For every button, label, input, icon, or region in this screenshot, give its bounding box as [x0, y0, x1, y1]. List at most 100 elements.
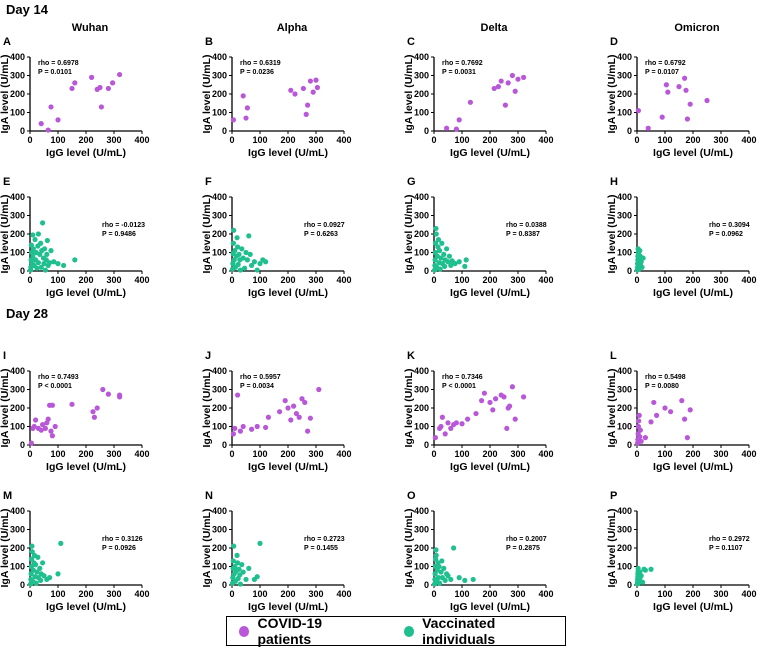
- data-point: [302, 399, 308, 406]
- y-tick-label: 200: [414, 89, 429, 99]
- data-point: [314, 84, 320, 91]
- y-tick-label: 400: [617, 52, 632, 62]
- data-point: [41, 573, 47, 579]
- rho-value-a: rho = 0.6978: [38, 60, 79, 67]
- column-title-wuhan: Wuhan: [72, 22, 109, 34]
- y-tick-label: 100: [414, 108, 429, 118]
- data-point: [437, 580, 443, 586]
- data-point: [305, 428, 311, 434]
- data-point: [467, 99, 473, 105]
- data-point: [640, 255, 646, 261]
- data-point: [462, 577, 468, 583]
- panel-g: G 0 100 200 300 400 0 100 200 300 400 IgG level (U/…: [403, 176, 554, 299]
- data-point: [49, 402, 56, 408]
- y-axis-title-i: IgA level (U/mL): [0, 369, 11, 448]
- y-tick-label: 200: [617, 229, 632, 239]
- y-tick-label: 300: [212, 71, 227, 81]
- y-tick-label: 100: [10, 562, 25, 572]
- data-point: [236, 566, 242, 572]
- x-tick-label: 300: [713, 275, 728, 285]
- data-point: [687, 101, 693, 107]
- scatter-panels: A 0 100 200 300 400 0 100 200 300 400 IgG level (U/…: [0, 36, 757, 613]
- data-point: [246, 233, 252, 239]
- p-value-l: P = 0.0080: [645, 383, 679, 390]
- x-tick-label: 0: [27, 449, 32, 459]
- y-tick-label: 0: [222, 266, 227, 276]
- rho-value-j: rho = 0.5957: [240, 374, 281, 381]
- y-tick-label: 0: [20, 580, 25, 590]
- day-28-label: Day 28: [6, 306, 48, 321]
- data-point: [244, 257, 250, 263]
- x-tick-label: 0: [431, 135, 436, 145]
- y-tick-label: 400: [10, 192, 25, 202]
- y-axis-title-k: IgA level (U/mL): [403, 369, 415, 448]
- x-axis-title-b: IgG level (U/mL): [248, 147, 328, 159]
- p-value-m: P = 0.0926: [102, 545, 136, 552]
- data-point: [654, 412, 660, 418]
- data-point: [69, 85, 75, 92]
- x-tick-label: 300: [510, 275, 525, 285]
- y-axis-title-c: IgA level (U/mL): [403, 55, 415, 134]
- x-tick-label: 200: [482, 135, 497, 145]
- data-point: [463, 257, 469, 263]
- x-tick-label: 0: [431, 589, 436, 599]
- y-tick-label: 200: [212, 543, 227, 553]
- x-tick-label: 100: [454, 589, 469, 599]
- x-tick-label: 100: [252, 275, 267, 285]
- data-point: [35, 554, 41, 560]
- data-point: [509, 72, 515, 79]
- x-axis-title-e: IgG level (U/mL): [46, 287, 126, 299]
- panel-e: E 0 100 200 300 400 0 100 200 300 400 IgG level (U/…: [0, 176, 150, 299]
- x-axis-title-l: IgG level (U/mL): [653, 461, 733, 473]
- data-point: [479, 398, 485, 404]
- data-point: [473, 410, 479, 417]
- x-tick-label: 0: [431, 275, 436, 285]
- data-point: [239, 562, 245, 568]
- y-tick-label: 200: [414, 543, 429, 553]
- data-point: [91, 414, 97, 420]
- data-point: [117, 392, 123, 398]
- y-axis-title-e: IgA level (U/mL): [0, 195, 11, 274]
- y-tick-label: 0: [424, 440, 429, 450]
- panel-label-e: E: [3, 176, 10, 188]
- panel-label-m: M: [3, 490, 12, 502]
- data-point: [72, 257, 78, 263]
- data-point: [35, 231, 42, 237]
- y-tick-label: 400: [10, 506, 25, 516]
- data-point: [234, 552, 240, 559]
- data-point: [435, 575, 442, 581]
- data-point: [687, 407, 693, 413]
- panel-label-c: C: [407, 36, 415, 48]
- y-tick-label: 400: [414, 366, 429, 376]
- y-tick-label: 300: [212, 525, 227, 535]
- panel-label-d: D: [610, 36, 618, 48]
- x-axis-title-h: IgG level (U/mL): [653, 287, 733, 299]
- p-value-i: P < 0.0001: [38, 383, 72, 390]
- data-point: [493, 396, 499, 402]
- panel-label-i: I: [3, 350, 6, 362]
- y-tick-label: 0: [20, 440, 25, 450]
- data-point: [438, 569, 444, 575]
- x-tick-label: 400: [336, 589, 351, 599]
- data-point: [37, 565, 43, 571]
- y-tick-label: 100: [617, 248, 632, 258]
- y-tick-label: 200: [414, 403, 429, 413]
- legend-dot-vaccinated: [403, 625, 415, 637]
- x-tick-label: 0: [27, 275, 32, 285]
- y-tick-label: 100: [212, 422, 227, 432]
- x-tick-label: 100: [454, 135, 469, 145]
- data-point: [495, 84, 501, 90]
- panel-label-h: H: [610, 176, 618, 188]
- x-tick-label: 400: [134, 449, 149, 459]
- y-tick-label: 100: [212, 248, 227, 258]
- x-axis-title-n: IgG level (U/mL): [248, 601, 328, 613]
- x-tick-label: 300: [713, 589, 728, 599]
- data-point: [638, 573, 644, 579]
- data-point: [638, 438, 644, 444]
- panel-d: D 0 100 200 300 400 0 100 200 300 400 IgG level (U/…: [606, 36, 757, 159]
- y-tick-label: 100: [414, 248, 429, 258]
- data-point: [444, 246, 450, 252]
- y-tick-label: 200: [10, 89, 25, 99]
- x-tick-label: 300: [510, 135, 525, 145]
